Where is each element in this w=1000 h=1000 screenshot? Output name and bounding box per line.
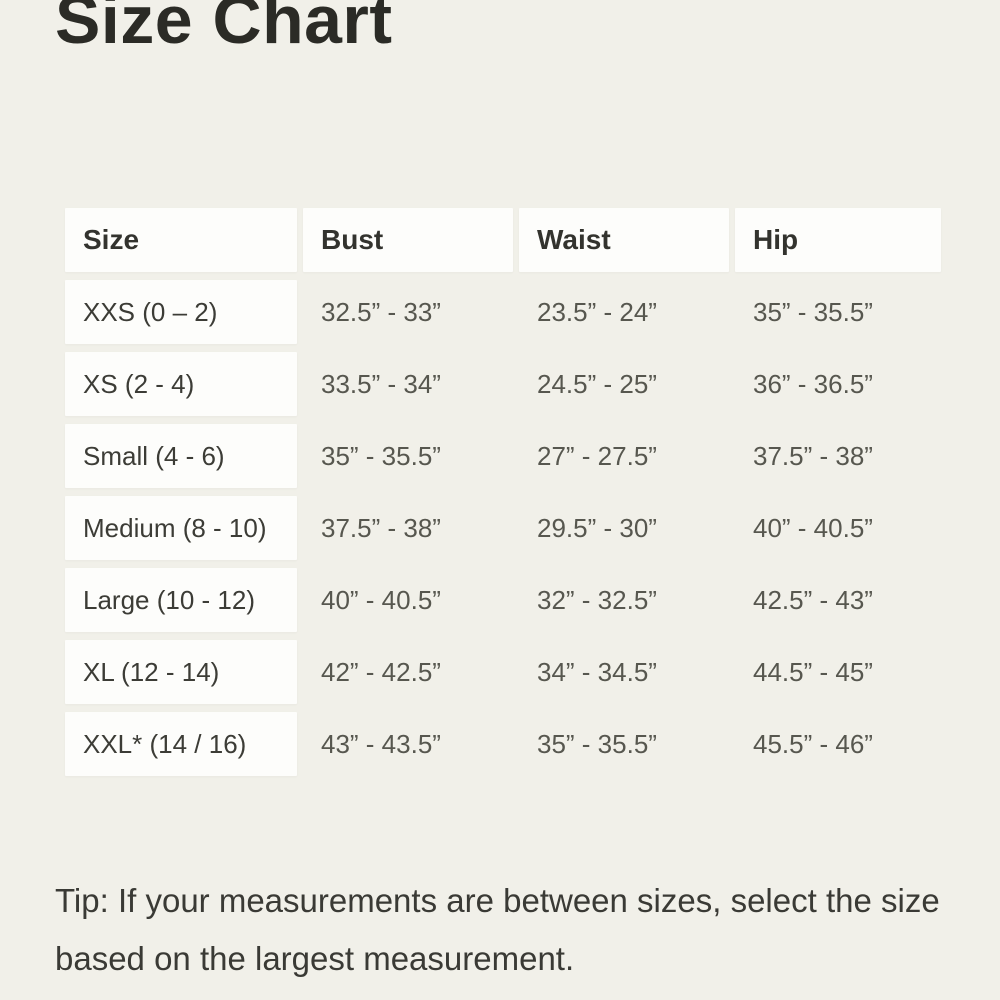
table-row-waist-value: 24.5” - 25” xyxy=(537,368,657,399)
header-waist: Waist xyxy=(519,208,729,272)
header-hip: Hip xyxy=(735,208,941,272)
table-row-bust-value: 37.5” - 38” xyxy=(321,512,441,543)
table-row-hip-value: 40” - 40.5” xyxy=(753,512,873,543)
table-row-size-label: Small (4 - 6) xyxy=(65,424,297,488)
header-size: Size xyxy=(65,208,297,272)
sizing-tip-text: Tip: If your measurements are between si… xyxy=(55,882,940,977)
table-row-bust-value: 35” - 35.5” xyxy=(321,440,441,471)
table-row-size-label: Large (10 - 12) xyxy=(65,568,297,632)
table-row-bust-value: 42” - 42.5” xyxy=(321,656,441,687)
table-row-waist-value: 27” - 27.5” xyxy=(537,440,657,471)
table-row-waist-value: 23.5” - 24” xyxy=(537,296,657,327)
table-row-bust-value: 40” - 40.5” xyxy=(321,584,441,615)
table-row-hip-value: 45.5” - 46” xyxy=(753,728,873,759)
table-row-waist-value: 32” - 32.5” xyxy=(537,584,657,615)
table-row-waist-value: 34” - 34.5” xyxy=(537,656,657,687)
table-row-waist-value: 35” - 35.5” xyxy=(537,728,657,759)
table-row-size-label: Medium (8 - 10) xyxy=(65,496,297,560)
table-row-hip-value: 37.5” - 38” xyxy=(753,440,873,471)
table-row-bust-value: 32.5” - 33” xyxy=(321,296,441,327)
table-row-hip-value: 44.5” - 45” xyxy=(753,656,873,687)
table-row-size-label: XL (12 - 14) xyxy=(65,640,297,704)
size-chart-table: Size Bust Waist Hip XXS (0 – 2) 32.5” - … xyxy=(65,208,941,776)
table-row-waist-value: 29.5” - 30” xyxy=(537,512,657,543)
page-title: Size Chart xyxy=(55,0,393,58)
table-row-bust-value: 43” - 43.5” xyxy=(321,728,441,759)
table-row-bust-value: 33.5” - 34” xyxy=(321,368,441,399)
table-row-hip-value: 36” - 36.5” xyxy=(753,368,873,399)
table-row-size-label: XXL* (14 / 16) xyxy=(65,712,297,776)
table-row-hip-value: 42.5” - 43” xyxy=(753,584,873,615)
table-row-size-label: XXS (0 – 2) xyxy=(65,280,297,344)
table-row-size-label: XS (2 - 4) xyxy=(65,352,297,416)
header-bust: Bust xyxy=(303,208,513,272)
table-row-hip-value: 35” - 35.5” xyxy=(753,296,873,327)
